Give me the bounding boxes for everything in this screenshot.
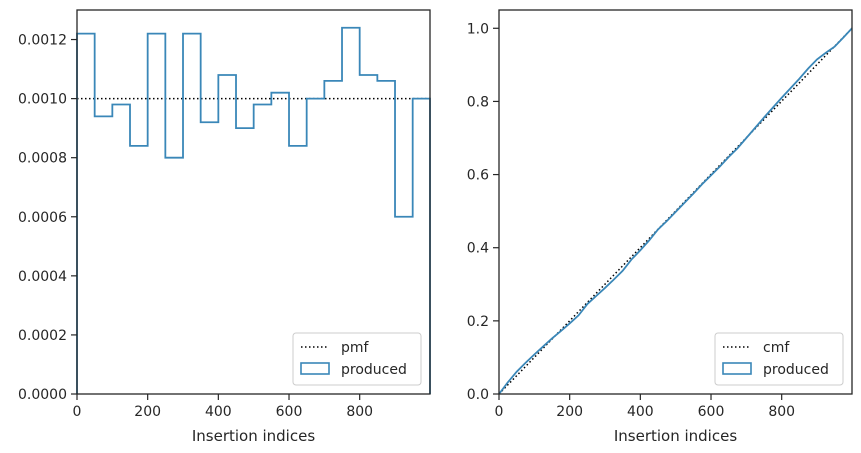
right-panel: 0 200 400 600 800 0.0 0.2 0.4 0.6 0.8 1.0 Inserti… bbox=[467, 9, 853, 445]
x-tick-label: 600 bbox=[276, 404, 303, 420]
x-tick-label: 800 bbox=[768, 404, 795, 420]
x-tick-label: 600 bbox=[698, 404, 725, 420]
right-legend-produced-swatch bbox=[722, 362, 752, 375]
left-x-ticks: 0 200 400 600 800 bbox=[73, 394, 373, 420]
axes-frame bbox=[498, 9, 853, 395]
y-tick-label: 0.0008 bbox=[18, 151, 67, 167]
right-plot-area bbox=[498, 27, 853, 395]
left-legend-pmf-label: pmf bbox=[341, 340, 370, 356]
x-tick-label: 200 bbox=[134, 404, 161, 420]
x-tick-label: 0 bbox=[495, 404, 504, 420]
right-legend: cmf produced bbox=[714, 332, 844, 386]
x-tick-label: 0 bbox=[73, 404, 82, 420]
x-tick-label: 200 bbox=[556, 404, 583, 420]
y-tick-label: 0.0000 bbox=[18, 387, 67, 403]
y-tick-label: 0.0006 bbox=[18, 210, 67, 226]
y-tick-label: 1.0 bbox=[467, 21, 489, 37]
y-tick-label: 0.2 bbox=[467, 314, 489, 330]
left-legend: pmf produced bbox=[292, 332, 422, 386]
y-tick-label: 0.0012 bbox=[18, 33, 67, 49]
left-panel: 0 200 400 600 800 0.00000.00020.00040.00060.… bbox=[18, 9, 431, 445]
right-legend-produced-label: produced bbox=[763, 362, 829, 378]
x-tick-label: 400 bbox=[627, 404, 654, 420]
y-tick-label: 0.6 bbox=[467, 168, 489, 184]
left-legend-produced-swatch bbox=[300, 362, 330, 375]
left-legend-box bbox=[292, 332, 422, 386]
y-tick-label: 0.0002 bbox=[18, 328, 67, 344]
left-legend-produced-label: produced bbox=[341, 362, 407, 378]
right-x-axis-label: Insertion indices bbox=[614, 427, 737, 445]
right-x-ticks: 0 200 400 600 800 bbox=[495, 394, 795, 420]
y-tick-label: 0.0 bbox=[467, 387, 489, 403]
left-axes bbox=[76, 9, 431, 395]
right-legend-cmf-label: cmf bbox=[763, 340, 790, 356]
x-tick-label: 400 bbox=[205, 404, 232, 420]
axes-frame bbox=[76, 9, 431, 395]
left-plot-area bbox=[76, 26, 431, 394]
y-tick-label: 0.8 bbox=[467, 94, 489, 110]
y-tick-label: 0.4 bbox=[467, 241, 489, 257]
left-y-ticks: 0.0000 0.0002 0.0004 0.0006 0.0008 0.0010 0.00… bbox=[18, 33, 77, 403]
y-tick-label: 0.0004 bbox=[18, 269, 67, 285]
y-tick-label: 0.0010 bbox=[18, 92, 67, 108]
x-tick-label: 800 bbox=[346, 404, 373, 420]
left-x-axis-label: Insertion indices bbox=[192, 427, 315, 445]
series-produced bbox=[76, 26, 431, 394]
series-produced bbox=[498, 27, 853, 395]
right-y-ticks: 0.0 0.2 0.4 0.6 0.8 1.0 bbox=[467, 21, 499, 403]
right-axes bbox=[498, 9, 853, 395]
right-legend-box bbox=[714, 332, 844, 386]
